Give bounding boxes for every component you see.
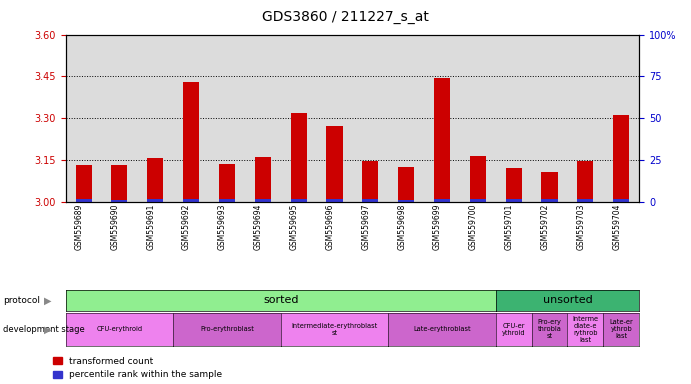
Text: ▶: ▶ [44, 295, 51, 306]
Text: GSM559696: GSM559696 [325, 204, 334, 250]
Bar [111, 166, 127, 202]
Text: CFU-er
ythroid: CFU-er ythroid [502, 323, 526, 336]
Bar [326, 126, 343, 202]
Text: GSM559693: GSM559693 [218, 204, 227, 250]
Text: CFU-erythroid: CFU-erythroid [96, 326, 142, 332]
Text: GSM559703: GSM559703 [576, 204, 585, 250]
Bar [75, 166, 92, 202]
Text: GSM559698: GSM559698 [397, 204, 406, 250]
Bar [542, 199, 558, 202]
Bar [255, 157, 271, 202]
Text: GSM559700: GSM559700 [469, 204, 478, 250]
Text: Pro-erythroblast: Pro-erythroblast [200, 326, 254, 332]
Text: ▶: ▶ [44, 324, 51, 334]
Text: GSM559692: GSM559692 [182, 204, 191, 250]
Bar [613, 199, 630, 202]
Bar [506, 168, 522, 202]
Text: development stage: development stage [3, 325, 85, 334]
Bar [111, 200, 127, 202]
Text: Intermediate-erythroblast
st: Intermediate-erythroblast st [292, 323, 377, 336]
Text: GSM559691: GSM559691 [146, 204, 155, 250]
Text: GSM559690: GSM559690 [111, 204, 120, 250]
Text: Pro-ery
throbla
st: Pro-ery throbla st [538, 319, 562, 339]
Bar [578, 161, 594, 202]
Bar [147, 199, 163, 202]
Bar [613, 115, 630, 202]
Bar [434, 199, 450, 202]
Bar [147, 159, 163, 202]
Text: GSM559704: GSM559704 [612, 204, 621, 250]
Bar [219, 199, 235, 202]
Bar [362, 161, 379, 202]
Bar [434, 78, 450, 202]
Text: Interme
diate-e
rythrob
last: Interme diate-e rythrob last [572, 316, 598, 343]
Bar [326, 199, 343, 202]
Bar [291, 199, 307, 202]
Bar [470, 156, 486, 202]
Bar [362, 199, 379, 202]
Text: Late-erythroblast: Late-erythroblast [413, 326, 471, 332]
Text: Late-er
ythrob
last: Late-er ythrob last [609, 319, 633, 339]
Bar [398, 167, 414, 202]
Bar [255, 199, 271, 202]
Text: protocol: protocol [3, 296, 41, 305]
Bar [470, 199, 486, 202]
Text: GSM559694: GSM559694 [254, 204, 263, 250]
Text: sorted: sorted [263, 295, 299, 306]
Bar [398, 200, 414, 202]
Text: GSM559695: GSM559695 [290, 204, 299, 250]
Bar [506, 199, 522, 202]
Text: GSM559689: GSM559689 [75, 204, 84, 250]
Legend: transformed count, percentile rank within the sample: transformed count, percentile rank withi… [53, 357, 223, 379]
Bar [219, 164, 235, 202]
Bar [183, 199, 199, 202]
Bar [578, 199, 594, 202]
Bar [183, 82, 199, 202]
Text: unsorted: unsorted [542, 295, 592, 306]
Text: GSM559701: GSM559701 [504, 204, 513, 250]
Bar [291, 113, 307, 202]
Text: GDS3860 / 211227_s_at: GDS3860 / 211227_s_at [262, 10, 429, 23]
Bar [542, 172, 558, 202]
Text: GSM559697: GSM559697 [361, 204, 370, 250]
Text: GSM559702: GSM559702 [540, 204, 549, 250]
Text: GSM559699: GSM559699 [433, 204, 442, 250]
Bar [75, 199, 92, 202]
